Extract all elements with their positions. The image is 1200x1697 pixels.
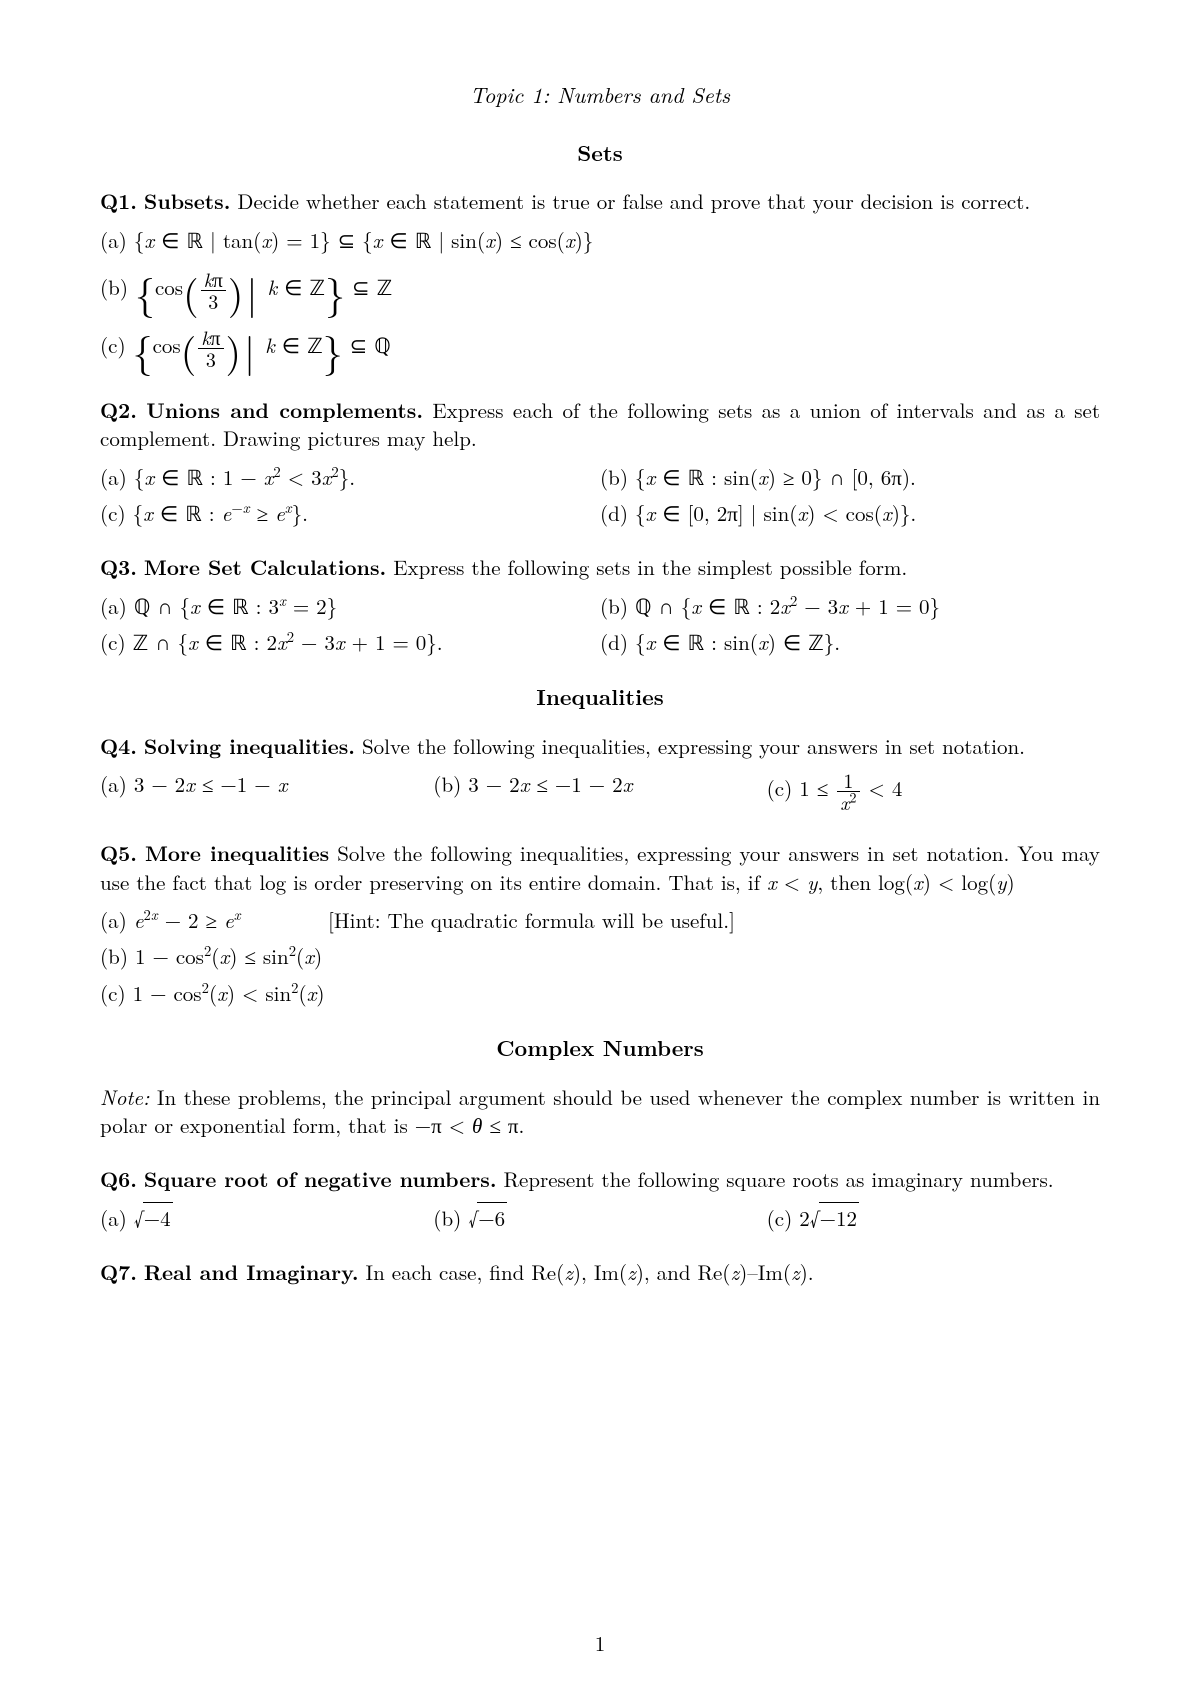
q1-c: (c) {cos(kπ3)| k ∈ ℤ} ⊆ ℚ (100, 326, 1100, 370)
question-7: Q7. Real and Imaginary. In each case, fi… (100, 1258, 1100, 1286)
question-2: Q2. Unions and complements. Express each… (100, 396, 1100, 527)
section-sets: Sets (100, 138, 1100, 168)
q3-d: (d) {x ∈ ℝ : sin(x) ∈ ℤ}. (600, 628, 1100, 656)
q4-a: (a) 3 − 2x ≤ −1 − x (100, 770, 433, 813)
q5-prompt3: ) < log( (923, 867, 997, 897)
q6-prompt: Represent the following square roots as … (504, 1164, 1054, 1194)
q1-b: (b) {cos(kπ3)| k ∈ ℤ} ⊆ ℤ (100, 268, 1100, 312)
note-text: In these problems, the principal argumen… (100, 1082, 1100, 1140)
q5-items: (a) e2x − 2 ≥ ex [Hint: The quadratic fo… (100, 906, 1100, 1007)
page: Topic 1: Numbers and Sets Sets Q1. Subse… (0, 0, 1200, 1697)
q6-label: Q6. (100, 1164, 137, 1194)
complex-note: Note: In these problems, the principal a… (100, 1083, 1100, 1140)
question-3: Q3. More Set Calculations. Express the f… (100, 553, 1100, 656)
q7-p4: )–Im( (739, 1257, 791, 1287)
q3-prompt: Express the following sets in the simple… (393, 552, 907, 582)
q3-items: (a) ℚ ∩ {x ∈ ℝ : 3x = 2} (b) ℚ ∩ {x ∈ ℝ … (100, 592, 1100, 657)
page-number: 1 (0, 1629, 1200, 1657)
q7-p2: ), Im( (573, 1257, 627, 1287)
q2-items: (a) {x ∈ ℝ : 1 − x2 < 3x2}. (b) {x ∈ ℝ :… (100, 463, 1100, 528)
q3-title: More Set Calculations. (144, 552, 386, 582)
q6-c: (c) 2√−12 (767, 1204, 1100, 1232)
q7-title: Real and Imaginary. (144, 1257, 359, 1287)
q2-label: Q2. (100, 395, 137, 425)
q6-b: (b) √−6 (433, 1204, 766, 1232)
q7-p5: ). (800, 1257, 814, 1287)
q1-a: (a) {x ∈ ℝ | tan(x) = 1} ⊆ {x ∈ ℝ | sin(… (100, 226, 1100, 254)
q1-label: Q1. (100, 186, 137, 216)
q2-d: (d) {x ∈ [0, 2π] | sin(x) < cos(x)}. (600, 499, 1100, 527)
q3-a: (a) ℚ ∩ {x ∈ ℝ : 3x = 2} (100, 592, 600, 620)
note-label: Note: (100, 1082, 149, 1112)
q5-label: Q5. (100, 838, 137, 868)
q4-title: Solving inequalities. (144, 731, 355, 761)
q2-c: (c) {x ∈ ℝ : e−x ≥ ex}. (100, 499, 600, 527)
topic-header: Topic 1: Numbers and Sets (100, 80, 1100, 110)
q7-p3: ), and Re( (636, 1257, 731, 1287)
q5-hint: [Hint: The quadratic formula will be use… (328, 905, 735, 935)
q3-b: (b) ℚ ∩ {x ∈ ℝ : 2x2 − 3x + 1 = 0} (600, 592, 1100, 620)
q7-prompt: In each case, find Re( (366, 1257, 565, 1287)
q5-title: More inequalities (145, 838, 329, 868)
q1-items: (a) {x ∈ ℝ | tan(x) = 1} ⊆ {x ∈ ℝ | sin(… (100, 226, 1100, 370)
q6-a: (a) √−4 (100, 1204, 433, 1232)
q4-c: (c) 1 ≤ 1x2 < 4 (767, 770, 1100, 813)
q1-prompt: Decide whether each statement is true or… (237, 186, 1030, 216)
q4-b: (b) 3 − 2x ≤ −1 − 2x (433, 770, 766, 813)
q1-title: Subsets. (144, 186, 230, 216)
q5-prompt4: ) (1007, 867, 1015, 897)
q5-c: (c) 1 − cos2(x) < sin2(x) (100, 979, 1100, 1007)
q4-items: (a) 3 − 2x ≤ −1 − x (b) 3 − 2x ≤ −1 − 2x… (100, 770, 1100, 813)
q6-items: (a) √−4 (b) √−6 (c) 2√−12 (100, 1204, 1100, 1232)
section-complex: Complex Numbers (100, 1033, 1100, 1063)
q5-b: (b) 1 − cos2(x) ≤ sin2(x) (100, 942, 1100, 970)
q2-a: (a) {x ∈ ℝ : 1 − x2 < 3x2}. (100, 463, 600, 491)
question-4: Q4. Solving inequalities. Solve the foll… (100, 732, 1100, 813)
q3-c: (c) ℤ ∩ {x ∈ ℝ : 2x2 − 3x + 1 = 0}. (100, 628, 600, 656)
question-1: Q1. Subsets. Decide whether each stateme… (100, 187, 1100, 370)
q4-label: Q4. (100, 731, 137, 761)
q5-prompt2: then log( (830, 867, 913, 897)
section-inequalities: Inequalities (100, 682, 1100, 712)
question-5: Q5. More inequalities Solve the followin… (100, 839, 1100, 1007)
q7-label: Q7. (100, 1257, 137, 1287)
q2-b: (b) {x ∈ ℝ : sin(x) ≥ 0} ∩ [0, 6π). (600, 463, 1100, 491)
q6-title: Square root of negative numbers. (144, 1164, 497, 1194)
question-6: Q6. Square root of negative numbers. Rep… (100, 1165, 1100, 1232)
q2-title: Unions and complements. (146, 395, 423, 425)
q3-label: Q3. (100, 552, 137, 582)
q5-a: (a) e2x − 2 ≥ ex [Hint: The quadratic fo… (100, 906, 1100, 934)
q4-prompt: Solve the following inequalities, expres… (362, 731, 1025, 761)
